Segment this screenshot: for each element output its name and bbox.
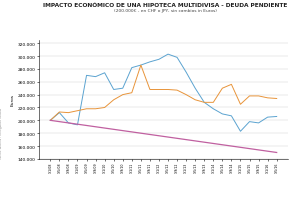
CHF (contravalor EUR) bbox=[212, 102, 215, 104]
JPY (contravalor EUR) bbox=[94, 76, 98, 79]
JPY (contravalor EUR) bbox=[130, 67, 134, 70]
EUR bbox=[230, 145, 233, 147]
EUR bbox=[184, 139, 188, 141]
EUR bbox=[266, 150, 269, 153]
CHF (contravalor EUR) bbox=[194, 99, 197, 102]
CHF (contravalor EUR) bbox=[166, 89, 170, 91]
CHF (contravalor EUR) bbox=[220, 88, 224, 90]
Line: CHF (contravalor EUR): CHF (contravalor EUR) bbox=[50, 66, 277, 121]
EUR bbox=[148, 134, 152, 136]
CHF (contravalor EUR) bbox=[202, 102, 206, 104]
JPY (contravalor EUR) bbox=[148, 61, 152, 64]
JPY (contravalor EUR) bbox=[257, 122, 260, 124]
Text: Fuente: ASUFIN - Torreguitart Medina: Fuente: ASUFIN - Torreguitart Medina bbox=[0, 107, 4, 158]
JPY (contravalor EUR) bbox=[248, 121, 251, 123]
JPY (contravalor EUR) bbox=[49, 120, 52, 122]
JPY (contravalor EUR) bbox=[166, 54, 170, 56]
CHF (contravalor EUR) bbox=[112, 99, 116, 102]
EUR bbox=[49, 120, 52, 122]
EUR bbox=[130, 131, 134, 133]
EUR bbox=[76, 123, 79, 126]
JPY (contravalor EUR) bbox=[67, 122, 70, 124]
JPY (contravalor EUR) bbox=[76, 124, 79, 126]
JPY (contravalor EUR) bbox=[184, 72, 188, 74]
EUR bbox=[58, 121, 61, 123]
JPY (contravalor EUR) bbox=[275, 116, 278, 118]
CHF (contravalor EUR) bbox=[76, 110, 79, 112]
EUR bbox=[212, 143, 215, 145]
CHF (contravalor EUR) bbox=[257, 95, 260, 98]
EUR bbox=[94, 126, 98, 128]
JPY (contravalor EUR) bbox=[175, 57, 179, 59]
CHF (contravalor EUR) bbox=[148, 89, 152, 91]
JPY (contravalor EUR) bbox=[230, 115, 233, 118]
JPY (contravalor EUR) bbox=[239, 130, 242, 133]
CHF (contravalor EUR) bbox=[67, 112, 70, 114]
JPY (contravalor EUR) bbox=[139, 64, 143, 67]
EUR bbox=[239, 146, 242, 149]
Text: IMPACTO ECONÓMICO DE UNA HIPOTECA MULTIDIVISA - DEUDA PENDIENTE: IMPACTO ECONÓMICO DE UNA HIPOTECA MULTID… bbox=[43, 3, 287, 8]
JPY (contravalor EUR) bbox=[194, 88, 197, 90]
JPY (contravalor EUR) bbox=[85, 75, 88, 77]
EUR bbox=[248, 148, 251, 150]
EUR bbox=[85, 125, 88, 127]
JPY (contravalor EUR) bbox=[58, 112, 61, 114]
CHF (contravalor EUR) bbox=[58, 111, 61, 114]
CHF (contravalor EUR) bbox=[157, 89, 161, 91]
CHF (contravalor EUR) bbox=[248, 95, 251, 98]
EUR bbox=[121, 130, 124, 132]
CHF (contravalor EUR) bbox=[121, 94, 124, 96]
Text: (200.000€ - en CHF o JPY, sin cambios in Euros): (200.000€ - en CHF o JPY, sin cambios in… bbox=[114, 9, 216, 13]
JPY (contravalor EUR) bbox=[121, 88, 124, 90]
CHF (contravalor EUR) bbox=[103, 107, 106, 109]
CHF (contravalor EUR) bbox=[230, 84, 233, 86]
EUR bbox=[257, 149, 260, 151]
CHF (contravalor EUR) bbox=[175, 90, 179, 92]
CHF (contravalor EUR) bbox=[139, 64, 143, 67]
CHF (contravalor EUR) bbox=[184, 94, 188, 96]
CHF (contravalor EUR) bbox=[266, 97, 269, 100]
EUR bbox=[139, 132, 143, 135]
EUR bbox=[157, 135, 161, 137]
EUR bbox=[103, 127, 106, 130]
JPY (contravalor EUR) bbox=[266, 116, 269, 119]
EUR bbox=[67, 122, 70, 124]
CHF (contravalor EUR) bbox=[94, 108, 98, 110]
JPY (contravalor EUR) bbox=[220, 113, 224, 116]
JPY (contravalor EUR) bbox=[212, 108, 215, 110]
CHF (contravalor EUR) bbox=[85, 108, 88, 110]
EUR bbox=[166, 136, 170, 139]
JPY (contravalor EUR) bbox=[202, 102, 206, 104]
EUR bbox=[220, 144, 224, 146]
CHF (contravalor EUR) bbox=[275, 98, 278, 100]
EUR bbox=[202, 141, 206, 144]
JPY (contravalor EUR) bbox=[103, 72, 106, 75]
CHF (contravalor EUR) bbox=[239, 104, 242, 106]
JPY (contravalor EUR) bbox=[157, 59, 161, 61]
EUR bbox=[112, 129, 116, 131]
Line: EUR: EUR bbox=[50, 121, 277, 153]
CHF (contravalor EUR) bbox=[130, 92, 134, 94]
EUR bbox=[275, 152, 278, 154]
Line: JPY (contravalor EUR): JPY (contravalor EUR) bbox=[50, 55, 277, 132]
CHF (contravalor EUR) bbox=[49, 120, 52, 122]
EUR bbox=[194, 140, 197, 142]
EUR bbox=[175, 137, 179, 140]
Y-axis label: Euros: Euros bbox=[11, 94, 15, 106]
JPY (contravalor EUR) bbox=[112, 89, 116, 91]
